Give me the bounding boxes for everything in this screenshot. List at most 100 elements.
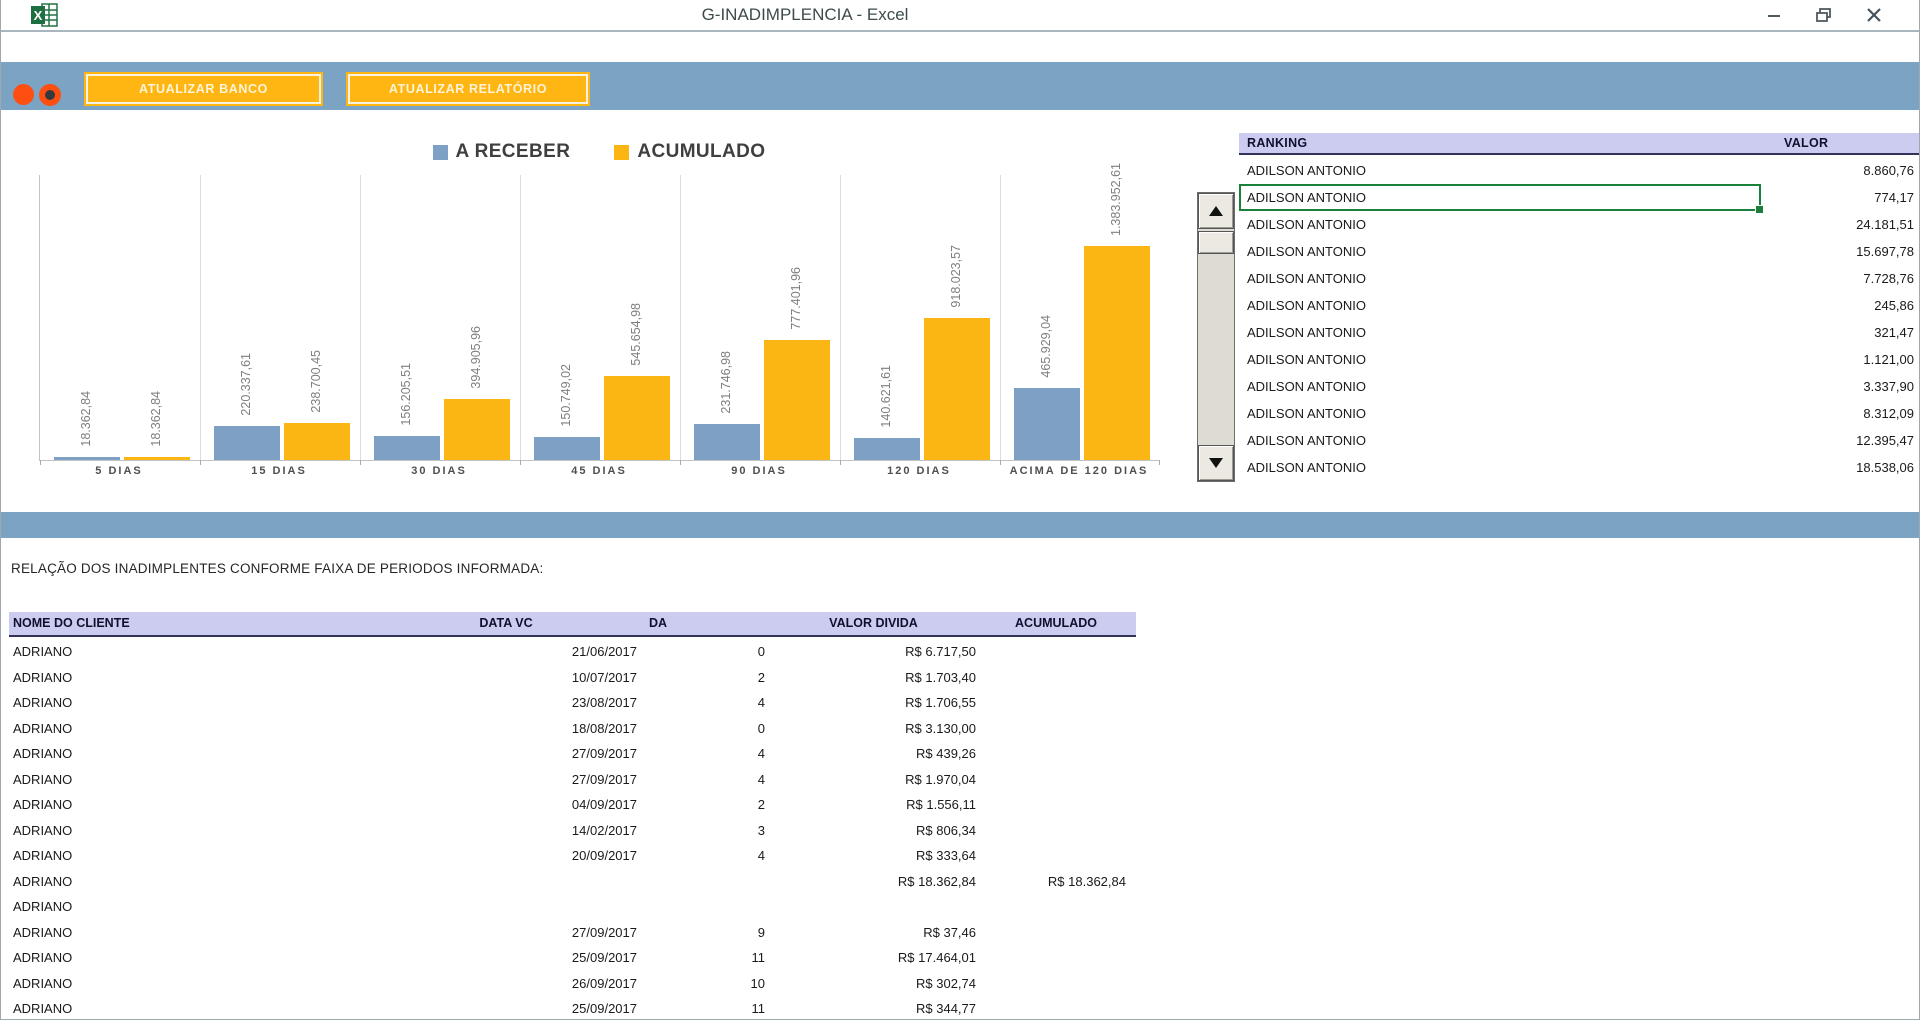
client-cell[interactable] <box>641 869 771 895</box>
atualizar-banco-button[interactable]: ATUALIZAR BANCO <box>86 74 321 104</box>
ranking-name-cell[interactable]: ADILSON ANTONIO <box>1239 325 1714 340</box>
scroll-down-button[interactable] <box>1198 445 1234 481</box>
client-cell[interactable]: R$ 18.362,84 <box>976 869 1136 895</box>
ranking-value-cell[interactable]: 245,86 <box>1714 298 1919 313</box>
scrollbar-thumb[interactable] <box>1198 231 1234 254</box>
client-table-row[interactable]: ADRIANO26/09/201710R$ 302,74 <box>9 971 1136 997</box>
ranking-name-cell[interactable]: ADILSON ANTONIO <box>1239 379 1714 394</box>
ranking-value-cell[interactable]: 7.728,76 <box>1714 271 1919 286</box>
client-cell[interactable]: R$ 1.706,55 <box>771 690 976 716</box>
ranking-scrollbar[interactable] <box>1197 192 1235 482</box>
client-cell[interactable]: ADRIANO <box>9 665 371 691</box>
client-cell[interactable]: ADRIANO <box>9 639 371 665</box>
client-table-row[interactable]: ADRIANO04/09/20172R$ 1.556,11 <box>9 792 1136 818</box>
client-cell[interactable]: 25/09/2017 <box>371 996 641 1020</box>
client-cell[interactable] <box>976 792 1136 818</box>
ranking-row[interactable]: ADILSON ANTONIO1.121,00 <box>1239 346 1919 373</box>
ranking-value-cell[interactable]: 15.697,78 <box>1714 244 1919 259</box>
client-cell[interactable]: 04/09/2017 <box>371 792 641 818</box>
client-cell[interactable]: ADRIANO <box>9 690 371 716</box>
client-cell[interactable]: R$ 17.464,01 <box>771 945 976 971</box>
title-bar[interactable]: X G-INADIMPLENCIA - Excel <box>1 0 1919 32</box>
scroll-up-button[interactable] <box>1198 193 1234 229</box>
client-cell[interactable] <box>371 894 641 920</box>
ranking-name-cell[interactable]: ADILSON ANTONIO <box>1239 271 1714 286</box>
client-cell[interactable]: 2 <box>641 665 771 691</box>
client-table-row[interactable]: ADRIANO23/08/20174R$ 1.706,55 <box>9 690 1136 716</box>
ranking-row[interactable]: ADILSON ANTONIO12.395,47 <box>1239 427 1919 454</box>
ranking-row[interactable]: ADILSON ANTONIO321,47 <box>1239 319 1919 346</box>
ranking-row[interactable]: ADILSON ANTONIO15.697,78 <box>1239 238 1919 265</box>
client-cell[interactable] <box>976 843 1136 869</box>
client-table-row[interactable]: ADRIANO27/09/20174R$ 439,26 <box>9 741 1136 767</box>
client-cell[interactable]: R$ 1.970,04 <box>771 767 976 793</box>
ranking-name-cell[interactable]: ADILSON ANTONIO <box>1239 163 1714 178</box>
ranking-row[interactable]: ADILSON ANTONIO8.312,09 <box>1239 400 1919 427</box>
client-cell[interactable]: 9 <box>641 920 771 946</box>
client-cell[interactable] <box>976 690 1136 716</box>
ranking-name-cell[interactable]: ADILSON ANTONIO <box>1239 352 1714 367</box>
client-cell[interactable]: 4 <box>641 843 771 869</box>
client-cell[interactable]: ADRIANO <box>9 971 371 997</box>
client-cell[interactable] <box>641 894 771 920</box>
client-cell[interactable]: 10 <box>641 971 771 997</box>
client-table-row[interactable]: ADRIANO10/07/20172R$ 1.703,40 <box>9 665 1136 691</box>
client-cell[interactable]: ADRIANO <box>9 716 371 742</box>
ranking-name-cell[interactable]: ADILSON ANTONIO <box>1239 217 1714 232</box>
restore-button[interactable] <box>1809 2 1839 28</box>
client-cell[interactable]: ADRIANO <box>9 818 371 844</box>
client-table-header[interactable]: NOME DO CLIENTE DATA VC DA VALOR DIVIDA … <box>9 612 1136 637</box>
client-cell[interactable]: R$ 37,46 <box>771 920 976 946</box>
ranking-row[interactable]: ADILSON ANTONIO8.860,76 <box>1239 157 1919 184</box>
ranking-value-cell[interactable]: 3.337,90 <box>1714 379 1919 394</box>
client-cell[interactable]: ADRIANO <box>9 792 371 818</box>
client-cell[interactable] <box>976 741 1136 767</box>
client-table-row[interactable]: ADRIANO20/09/20174R$ 333,64 <box>9 843 1136 869</box>
client-table-row[interactable]: ADRIANO21/06/20170R$ 6.717,50 <box>9 639 1136 665</box>
client-table-row[interactable]: ADRIANO14/02/20173R$ 806,34 <box>9 818 1136 844</box>
client-cell[interactable] <box>976 639 1136 665</box>
client-cell[interactable]: R$ 302,74 <box>771 971 976 997</box>
client-cell[interactable]: 21/06/2017 <box>371 639 641 665</box>
client-cell[interactable]: ADRIANO <box>9 767 371 793</box>
client-cell[interactable]: ADRIANO <box>9 869 371 895</box>
client-cell[interactable]: 14/02/2017 <box>371 818 641 844</box>
client-cell[interactable] <box>976 971 1136 997</box>
minimize-button[interactable] <box>1759 2 1789 28</box>
ranking-name-cell[interactable]: ADILSON ANTONIO <box>1239 190 1714 205</box>
ranking-row[interactable]: ADILSON ANTONIO245,86 <box>1239 292 1919 319</box>
client-table-row[interactable]: ADRIANO27/09/20174R$ 1.970,04 <box>9 767 1136 793</box>
client-cell[interactable]: 4 <box>641 690 771 716</box>
ranking-name-cell[interactable]: ADILSON ANTONIO <box>1239 460 1714 475</box>
client-cell[interactable]: 0 <box>641 716 771 742</box>
client-table-row[interactable]: ADRIANO27/09/20179R$ 37,46 <box>9 920 1136 946</box>
client-cell[interactable]: 26/09/2017 <box>371 971 641 997</box>
ranking-name-cell[interactable]: ADILSON ANTONIO <box>1239 298 1714 313</box>
client-cell[interactable]: 25/09/2017 <box>371 945 641 971</box>
client-cell[interactable]: 4 <box>641 741 771 767</box>
client-cell[interactable] <box>976 767 1136 793</box>
ranking-value-cell[interactable]: 18.538,06 <box>1714 460 1919 475</box>
client-cell[interactable]: R$ 1.703,40 <box>771 665 976 691</box>
ranking-row[interactable]: ADILSON ANTONIO774,17 <box>1239 184 1919 211</box>
client-cell[interactable]: R$ 439,26 <box>771 741 976 767</box>
client-cell[interactable]: 11 <box>641 996 771 1020</box>
client-table-row[interactable]: ADRIANO R$ 18.362,84R$ 18.362,84 <box>9 869 1136 895</box>
client-cell[interactable]: R$ 18.362,84 <box>771 869 976 895</box>
client-cell[interactable]: 23/08/2017 <box>371 690 641 716</box>
client-cell[interactable]: ADRIANO <box>9 920 371 946</box>
client-cell[interactable]: ADRIANO <box>9 843 371 869</box>
ranking-value-cell[interactable]: 12.395,47 <box>1714 433 1919 448</box>
client-cell[interactable]: 2 <box>641 792 771 818</box>
ranking-row[interactable]: ADILSON ANTONIO7.728,76 <box>1239 265 1919 292</box>
client-cell[interactable]: ADRIANO <box>9 894 371 920</box>
client-table-row[interactable]: ADRIANO <box>9 894 1136 920</box>
client-cell[interactable]: R$ 1.556,11 <box>771 792 976 818</box>
client-cell[interactable]: ADRIANO <box>9 945 371 971</box>
client-cell[interactable]: 20/09/2017 <box>371 843 641 869</box>
client-cell[interactable]: 27/09/2017 <box>371 920 641 946</box>
client-cell[interactable]: 10/07/2017 <box>371 665 641 691</box>
client-cell[interactable] <box>976 716 1136 742</box>
ranking-row[interactable]: ADILSON ANTONIO18.538,06 <box>1239 454 1919 481</box>
ranking-value-cell[interactable]: 774,17 <box>1714 190 1919 205</box>
